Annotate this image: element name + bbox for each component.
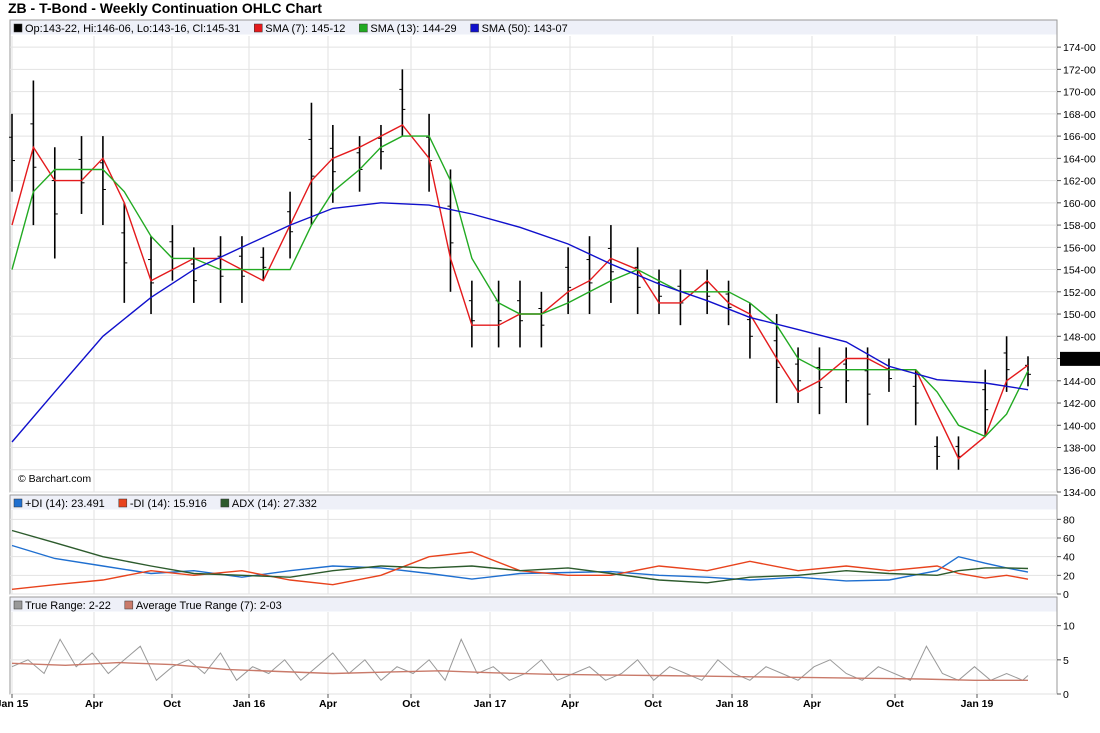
panel-frame xyxy=(9,494,1058,595)
x-tick-label: Jan 16 xyxy=(233,698,266,710)
y-tick-label: 160-00 xyxy=(1063,198,1096,210)
y-tick-label: 144-00 xyxy=(1063,376,1096,388)
legend-band xyxy=(10,495,1057,510)
series-sma-13 xyxy=(11,135,1029,438)
y-tick-label: 140-00 xyxy=(1063,420,1096,432)
series-average-true-range-7 xyxy=(11,661,1028,681)
legend-swatch xyxy=(359,23,368,33)
y-tick-label: 150-00 xyxy=(1063,309,1096,321)
x-tick-label: Jan 17 xyxy=(474,698,507,710)
chart-title: ZB - T-Bond - Weekly Continuation OHLC C… xyxy=(8,0,322,16)
x-tick-label: Apr xyxy=(85,698,103,710)
y-tick-label: 142-00 xyxy=(1063,398,1096,410)
legend-label: SMA (13): 144-29 xyxy=(370,23,456,35)
y-tick-label: 156-00 xyxy=(1063,242,1096,254)
y-tick-label: 168-00 xyxy=(1063,109,1096,121)
legend-label: Op:143-22, Hi:146-06, Lo:143-16, Cl:145-… xyxy=(25,23,240,35)
legend-band xyxy=(10,597,1057,612)
y-tick-label: 170-00 xyxy=(1063,87,1096,99)
legend-swatch xyxy=(13,23,23,33)
last-price-label: 145-31 xyxy=(1062,354,1095,366)
y-tick-label: 0 xyxy=(1063,589,1069,601)
panel-price: 174-00 172-00 170-00 168-00 166-00 164-00 162-… xyxy=(9,19,1100,499)
y-tick-label: 20 xyxy=(1063,570,1075,582)
x-tick-label: Apr xyxy=(803,698,821,710)
series--di-14 xyxy=(11,544,1029,582)
y-tick-label: 10 xyxy=(1063,621,1075,633)
legend-swatch xyxy=(13,498,23,508)
y-tick-label: 134-00 xyxy=(1063,487,1096,499)
x-tick-label: Apr xyxy=(319,698,337,710)
y-tick-label: 158-00 xyxy=(1063,220,1096,232)
x-tick-label: Oct xyxy=(886,698,904,710)
legend-label: -DI (14): 15.916 xyxy=(130,498,207,510)
x-tick-label: Jan 15 xyxy=(0,698,28,710)
y-tick-label: 138-00 xyxy=(1063,443,1096,455)
legend-label: +DI (14): 23.491 xyxy=(25,498,105,510)
y-tick-label: 5 xyxy=(1063,655,1069,667)
x-tick-label: Jan 19 xyxy=(961,698,994,710)
y-tick-label: 80 xyxy=(1063,514,1075,526)
source-label: © Barchart.com xyxy=(18,473,91,485)
y-tick-label: 40 xyxy=(1063,552,1075,564)
panel-frame xyxy=(9,19,1058,493)
y-tick-label: 0 xyxy=(1063,689,1069,701)
y-tick-label: 166-00 xyxy=(1063,131,1096,143)
y-tick-label: 148-00 xyxy=(1063,331,1096,343)
legend-swatch xyxy=(254,23,263,33)
x-tick-label: Oct xyxy=(644,698,662,710)
legend-label: True Range: 2-22 xyxy=(25,600,111,612)
legend-swatch xyxy=(13,600,23,610)
legend-label: SMA (7): 145-12 xyxy=(265,23,345,35)
y-tick-label: 164-00 xyxy=(1063,153,1096,165)
y-tick-label: 60 xyxy=(1063,533,1075,545)
legend-band xyxy=(10,20,1057,35)
series-adx-14 xyxy=(11,529,1029,584)
y-tick-label: 152-00 xyxy=(1063,287,1096,299)
last-price-tag xyxy=(1060,351,1100,366)
legend-swatch xyxy=(220,498,230,508)
legend-label: Average True Range (7): 2-03 xyxy=(136,600,282,612)
x-tick-label: Apr xyxy=(561,698,579,710)
y-tick-label: 172-00 xyxy=(1063,64,1096,76)
panel-atr: 10 5 0 True Range: 2-22 Average True Range (… xyxy=(9,596,1075,701)
series-sma-50 xyxy=(11,202,1029,443)
legend-label: ADX (14): 27.332 xyxy=(232,498,317,510)
x-tick-label: Oct xyxy=(163,698,181,710)
y-tick-label: 162-00 xyxy=(1063,176,1096,188)
panel-dmi: 80 60 40 20 0 +DI (14): 23.491 -DI (14): 15.91… xyxy=(9,494,1075,601)
legend-label: SMA (50): 143-07 xyxy=(482,23,568,35)
series--di-14 xyxy=(11,551,1029,590)
legend-swatch xyxy=(118,498,128,508)
x-tick-label: Jan 18 xyxy=(716,698,749,710)
legend-swatch xyxy=(124,600,134,610)
y-tick-label: 136-00 xyxy=(1063,465,1096,477)
legend-swatch xyxy=(470,23,479,33)
y-tick-label: 174-00 xyxy=(1063,42,1096,54)
x-tick-label: Oct xyxy=(402,698,420,710)
y-tick-label: 154-00 xyxy=(1063,265,1096,277)
